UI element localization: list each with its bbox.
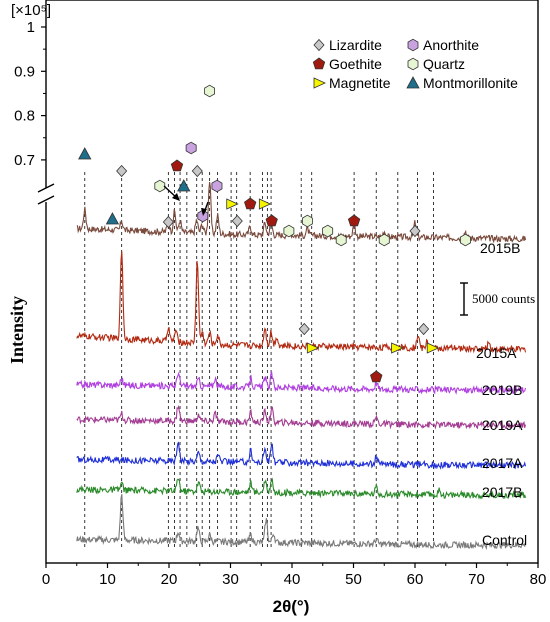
x-tick-label: 40 xyxy=(284,571,301,588)
series-label-2019a: 2019A xyxy=(482,417,523,433)
series-line-2015b xyxy=(76,182,527,244)
y-tick-label: 0.9 xyxy=(14,63,35,80)
axis-break xyxy=(37,183,55,205)
legend-marker-goethite xyxy=(312,57,326,70)
y-tick-label: 1 xyxy=(27,19,35,36)
series-label-2015b: 2015B xyxy=(480,240,520,256)
marker-goethite xyxy=(347,214,361,227)
x-tick-label: 10 xyxy=(99,571,116,588)
legend-label-lizardite: Lizardite xyxy=(329,37,382,53)
x-tick-label: 80 xyxy=(530,571,547,588)
legend-label-montmorillonite: Montmorillonite xyxy=(423,75,518,91)
marker-lizardite xyxy=(162,215,174,229)
marker-lizardite xyxy=(191,164,203,178)
x-tick-label: 30 xyxy=(222,571,239,588)
x-tick-label: 70 xyxy=(468,571,485,588)
marker-lizardite xyxy=(409,224,421,238)
marker-lizardite xyxy=(116,164,128,178)
marker-magnetite xyxy=(426,342,440,354)
marker-goethite xyxy=(370,370,383,383)
y-tick-label: 0.7 xyxy=(14,152,35,169)
x-tick-label: 20 xyxy=(161,571,178,588)
marker-lizardite xyxy=(418,322,430,336)
legend-marker-quartz xyxy=(407,57,419,71)
series-line-2015a xyxy=(76,251,527,354)
series-label-2015a: 2015A xyxy=(476,345,517,361)
x-tick-label: 0 xyxy=(42,571,50,588)
annotation-arrows xyxy=(163,185,209,216)
x-axis-title: 2θ(°) xyxy=(273,597,310,616)
scale-bar: 5000 counts xyxy=(460,282,535,316)
phase-markers xyxy=(78,84,471,383)
legend-marker-montmorillonite xyxy=(406,76,420,89)
legend-label-quartz: Quartz xyxy=(423,56,465,72)
series-line-2017b xyxy=(76,477,527,500)
x-tick-label: 60 xyxy=(407,571,424,588)
marker-magnetite xyxy=(391,342,404,354)
marker-magnetite xyxy=(226,198,239,210)
marker-goethite xyxy=(170,159,184,172)
series-label-2019b: 2019B xyxy=(482,382,522,398)
marker-quartz xyxy=(335,233,347,247)
legend-marker-lizardite xyxy=(313,38,325,52)
legend-label-anorthite: Anorthite xyxy=(423,37,479,53)
marker-quartz xyxy=(283,224,295,238)
scale-bar-label: 5000 counts xyxy=(472,291,535,306)
x-axis-ticks: 0 10 20 30 40 50 60 70 80 xyxy=(42,563,547,588)
series-label-control: Control xyxy=(482,532,527,548)
marker-quartz xyxy=(459,233,471,247)
legend: Lizardite Anorthite Goethite Quartz Magnetit… xyxy=(312,37,518,91)
y-tick-label: 0.8 xyxy=(14,108,35,125)
x-tick-label: 50 xyxy=(345,571,362,588)
legend-marker-anorthite xyxy=(407,38,419,52)
series-group: 2015B 2015A 2019B 2019A 2017A 2017B Control xyxy=(76,182,527,551)
marker-anorthite xyxy=(197,209,209,223)
marker-magnetite xyxy=(306,342,320,354)
marker-montmorillonite xyxy=(78,147,92,160)
series-line-2019b xyxy=(76,371,527,395)
y-multiplier-label: [×10⁵] xyxy=(11,2,51,19)
marker-goethite xyxy=(244,197,257,210)
marker-lizardite xyxy=(231,214,243,228)
marker-quartz xyxy=(322,224,334,238)
series-line-2017a xyxy=(76,441,527,470)
marker-goethite xyxy=(265,214,278,227)
marker-quartz xyxy=(301,214,313,228)
marker-magnetite xyxy=(258,198,272,210)
marker-quartz xyxy=(378,233,390,247)
series-line-control xyxy=(76,494,527,551)
marker-quartz xyxy=(154,179,166,193)
marker-anorthite xyxy=(185,141,197,155)
marker-lizardite xyxy=(298,322,310,336)
marker-anorthite xyxy=(211,179,223,193)
series-label-2017a: 2017A xyxy=(482,455,523,471)
series-label-2017b: 2017B xyxy=(482,484,522,500)
marker-quartz xyxy=(204,84,216,98)
series-line-2019a xyxy=(76,404,527,430)
y-axis-ticks: 1 0.9 0.8 0.7 xyxy=(14,19,46,169)
marker-montmorillonite xyxy=(177,179,191,192)
y-axis-title: Intensity xyxy=(7,296,27,364)
legend-label-magnetite: Magnetite xyxy=(329,75,391,91)
legend-label-goethite: Goethite xyxy=(329,56,382,72)
legend-marker-magnetite xyxy=(313,77,326,89)
marker-montmorillonite xyxy=(105,212,120,225)
